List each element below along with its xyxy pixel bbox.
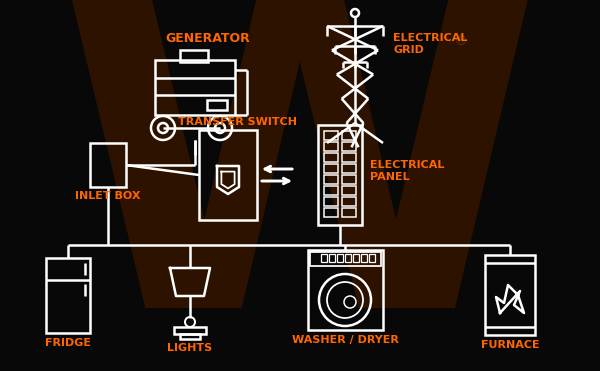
- Bar: [180, 334, 200, 339]
- Bar: [324, 164, 338, 173]
- Bar: [174, 327, 206, 334]
- Bar: [324, 175, 338, 184]
- Text: FURNACE: FURNACE: [481, 340, 539, 350]
- Text: ELECTRICAL
PANEL: ELECTRICAL PANEL: [370, 160, 445, 181]
- Bar: [207, 100, 227, 110]
- Bar: [46, 258, 90, 333]
- Bar: [342, 208, 356, 217]
- Bar: [321, 254, 327, 262]
- Bar: [324, 197, 338, 206]
- Text: TRANSFER SWITCH: TRANSFER SWITCH: [179, 117, 298, 127]
- Text: WASHER / DRYER: WASHER / DRYER: [292, 335, 398, 345]
- Bar: [310, 252, 381, 266]
- Bar: [342, 175, 356, 184]
- Text: LIGHTS: LIGHTS: [167, 343, 212, 353]
- Bar: [342, 131, 356, 140]
- Bar: [342, 164, 356, 173]
- Bar: [353, 254, 359, 262]
- Bar: [337, 254, 343, 262]
- Bar: [342, 197, 356, 206]
- Bar: [345, 254, 351, 262]
- Bar: [369, 254, 375, 262]
- Bar: [342, 186, 356, 195]
- Bar: [318, 125, 362, 225]
- Bar: [324, 142, 338, 151]
- Bar: [324, 153, 338, 162]
- Bar: [90, 143, 126, 187]
- Bar: [324, 186, 338, 195]
- Text: ®: ®: [453, 35, 467, 49]
- Text: W: W: [55, 0, 545, 371]
- Bar: [155, 60, 235, 115]
- Bar: [361, 254, 367, 262]
- Text: ELECTRICAL
GRID: ELECTRICAL GRID: [393, 33, 467, 55]
- Bar: [342, 142, 356, 151]
- Bar: [199, 130, 257, 220]
- Text: FRIDGE: FRIDGE: [45, 338, 91, 348]
- Bar: [180, 50, 208, 62]
- Text: INLET BOX: INLET BOX: [75, 191, 141, 201]
- Bar: [329, 254, 335, 262]
- Bar: [324, 208, 338, 217]
- Text: GENERATOR: GENERATOR: [165, 32, 250, 45]
- Bar: [324, 131, 338, 140]
- Bar: [485, 255, 535, 335]
- Bar: [342, 153, 356, 162]
- Bar: [308, 250, 383, 330]
